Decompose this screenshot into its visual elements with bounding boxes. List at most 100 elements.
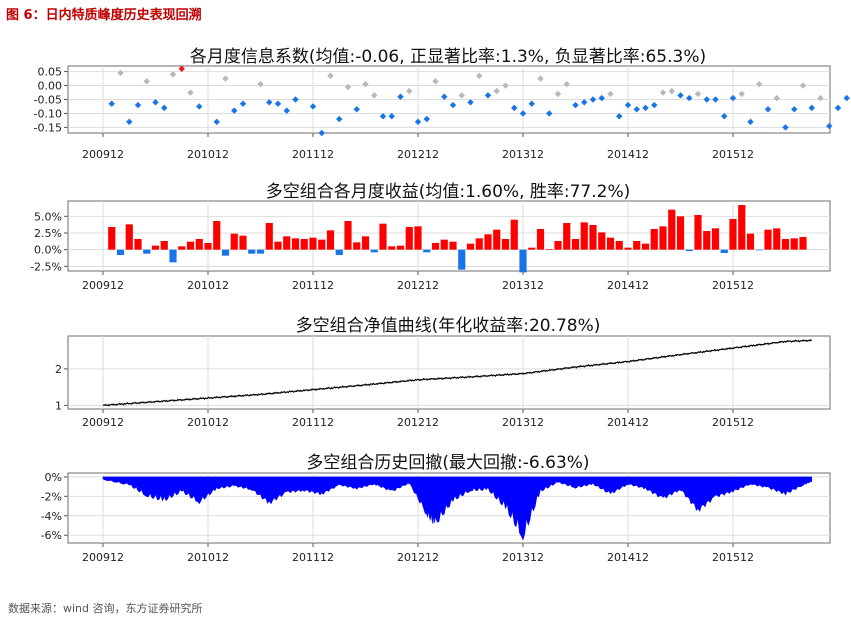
return-bar <box>633 241 641 250</box>
ic-point-insignificant <box>187 89 194 96</box>
return-bar <box>370 249 378 253</box>
return-bar <box>335 249 343 255</box>
ic-x-axis: 200912 201012 201112 201212 201312 20141… <box>82 148 754 161</box>
return-bar <box>143 249 151 254</box>
returns-y-tick: 5.0% <box>34 210 62 223</box>
ic-point-insignificant <box>327 72 334 79</box>
nav-x-tick: 201312 <box>502 416 544 429</box>
ic-point-significant-negative <box>108 100 115 107</box>
return-bar <box>571 239 580 250</box>
drawdown-area <box>102 476 813 541</box>
ic-point-significant-negative <box>274 100 282 107</box>
return-bar <box>746 233 755 250</box>
returns-y-tick: 0.0% <box>34 244 62 257</box>
nav-grid <box>64 336 830 413</box>
ic-point-significant-positive <box>178 65 185 72</box>
return-bar <box>230 233 238 250</box>
ic-point-insignificant <box>694 90 702 98</box>
return-bar <box>466 243 475 250</box>
returns-x-tick: 200912 <box>82 279 124 292</box>
return-bar <box>213 221 221 250</box>
returns-x-tick: 201412 <box>607 279 649 292</box>
ic-x-tick: 201312 <box>502 148 544 161</box>
ic-point-significant-negative <box>379 113 387 120</box>
nav-panel-title: 多空组合净值曲线(年化收益率:20.78%) <box>296 316 601 336</box>
ic-point-significant-negative <box>581 99 588 106</box>
ic-point-significant-negative <box>353 106 360 113</box>
ic-point-significant-negative <box>721 113 728 120</box>
ic-point-insignificant <box>476 72 483 79</box>
return-bar <box>291 238 300 250</box>
ic-x-tick: 201212 <box>397 148 439 161</box>
return-bar <box>528 247 536 250</box>
ic-point-significant-negative <box>677 92 684 99</box>
ic-point-significant-negative <box>292 96 299 103</box>
return-bar <box>676 216 685 250</box>
ic-x-tick: 201012 <box>187 148 229 161</box>
return-bar <box>274 241 282 250</box>
return-bar <box>458 249 466 270</box>
return-bar <box>580 222 588 250</box>
return-bar <box>694 215 702 250</box>
ic-y-tick: -0.10 <box>34 107 62 120</box>
ic-x-tick: 201112 <box>292 148 334 161</box>
ic-point-significant-negative <box>546 110 553 117</box>
return-bar <box>248 249 256 254</box>
return-bar <box>703 231 711 250</box>
return-bar <box>720 249 728 253</box>
ic-point-insignificant <box>659 89 667 96</box>
ic-point-significant-negative <box>616 113 623 120</box>
returns-bars <box>108 205 807 273</box>
ic-point-significant-negative <box>834 104 842 112</box>
returns-x-tick: 201512 <box>712 279 754 292</box>
ic-point-insignificant <box>371 92 378 99</box>
return-bar <box>501 239 510 250</box>
source-note: 数据来源：wind 咨询，东方证券研究所 <box>8 602 203 615</box>
ic-point-significant-negative <box>134 101 142 109</box>
ic-points <box>108 65 850 137</box>
return-bar <box>195 239 203 250</box>
ic-point-significant-negative <box>624 101 632 109</box>
return-bar <box>536 229 545 250</box>
ic-point-significant-negative <box>764 106 772 113</box>
return-bar <box>493 229 501 250</box>
drawdown-panel-title: 多空组合历史回撤(最大回撤:-6.63%) <box>306 453 589 473</box>
ic-point-insignificant <box>563 80 570 88</box>
ic-point-significant-negative <box>598 94 605 102</box>
return-bar <box>239 235 247 250</box>
return-bar <box>685 249 693 251</box>
ic-point-significant-negative <box>336 115 343 123</box>
ic-point-insignificant <box>432 78 439 85</box>
ic-y-axis: 0.05 0.00 -0.05 -0.10 -0.15 <box>34 66 62 135</box>
return-bar <box>221 249 230 256</box>
ic-point-insignificant <box>668 87 675 95</box>
nav-x-tick: 201012 <box>187 416 229 429</box>
ic-point-insignificant <box>607 90 614 98</box>
returns-y-tick: 2.5% <box>34 227 62 240</box>
ic-y-tick: -0.05 <box>34 94 62 107</box>
ic-point-significant-negative <box>528 100 535 107</box>
nav-line <box>102 338 813 407</box>
return-bar <box>178 246 186 250</box>
drawdown-x-tick: 201512 <box>712 551 754 564</box>
ic-point-significant-negative <box>126 118 133 126</box>
return-bar <box>711 228 720 250</box>
return-bar <box>300 239 308 250</box>
return-bar <box>431 243 440 250</box>
drawdown-y-tick: -2% <box>41 490 62 503</box>
ic-point-significant-negative <box>239 100 247 107</box>
nav-x-tick: 201112 <box>292 416 334 429</box>
return-bar <box>773 228 781 250</box>
ic-point-significant-negative <box>808 104 815 112</box>
return-bar <box>134 239 142 250</box>
ic-point-insignificant <box>554 90 562 98</box>
return-bar <box>151 245 160 250</box>
nav-y-tick: 1 <box>55 399 62 412</box>
return-bar <box>414 226 422 250</box>
ic-point-significant-negative <box>196 103 203 110</box>
returns-panel-title: 多空组合各月度收益(均值:1.60%, 胜率:77.2%) <box>266 182 631 202</box>
drawdown-x-tick: 200912 <box>82 551 124 564</box>
ic-point-insignificant <box>406 87 413 95</box>
ic-point-significant-negative <box>231 107 238 114</box>
